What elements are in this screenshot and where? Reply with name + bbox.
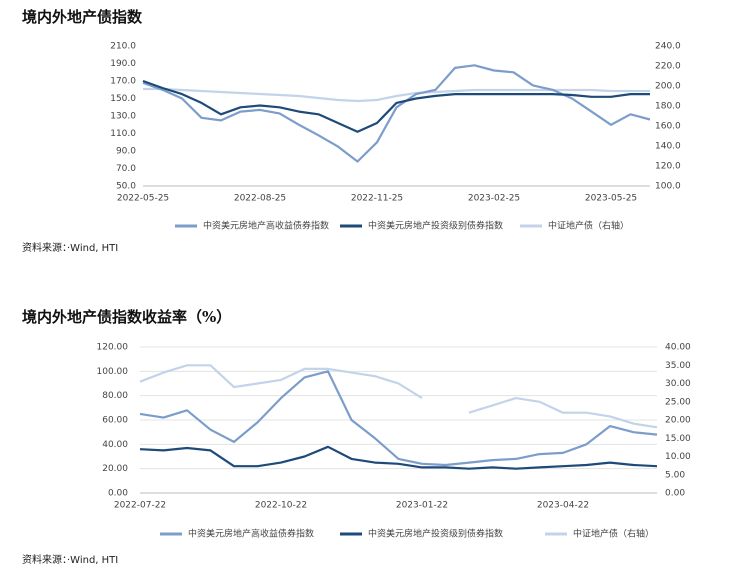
x-tick-label: 2023-01-22 <box>396 501 448 511</box>
y-tick-label: 0.00 <box>108 489 128 499</box>
legend-label: 中资美元房地产高收益债券指数 <box>203 220 329 232</box>
y2-tick-label: 5.00 <box>665 470 685 480</box>
section-title: 境内外地产债指数 <box>22 8 143 26</box>
x-tick-label: 2022-07-22 <box>114 501 166 511</box>
y2-tick-label: 140.0 <box>655 142 681 152</box>
x-tick-label: 2023-02-25 <box>468 194 520 204</box>
y2-tick-label: 40.00 <box>665 343 691 353</box>
y2-tick-label: 15.00 <box>665 434 691 444</box>
x-tick-label: 2022-11-25 <box>351 194 403 204</box>
series-line <box>143 87 650 103</box>
y-tick-label: 190.0 <box>110 59 136 69</box>
legend-label: 中证地产债（右轴） <box>548 220 629 232</box>
source-note: 资料来源：·Wind, HTI <box>22 553 118 566</box>
y-tick-label: 120.00 <box>97 343 129 353</box>
x-tick-label: 2022-08-25 <box>234 194 286 204</box>
y-tick-label: 60.00 <box>102 416 128 426</box>
y-tick-label: 100.00 <box>97 367 129 377</box>
y-tick-label: 210.0 <box>110 42 136 52</box>
y2-tick-label: 100.0 <box>655 182 681 192</box>
legend-label: 中资美元房地产投资级别债券指数 <box>368 528 503 540</box>
series-line <box>468 397 658 429</box>
source-note: 资料来源：·Wind, HTI <box>22 241 118 254</box>
y2-tick-label: 10.00 <box>665 452 691 462</box>
y-tick-label: 70.0 <box>116 164 136 174</box>
y-tick-label: 110.0 <box>110 129 136 139</box>
y2-tick-label: 240.0 <box>655 42 681 52</box>
y-tick-label: 150.0 <box>110 94 136 104</box>
x-tick-label: 2022-10-22 <box>255 501 307 511</box>
y-tick-label: 50.0 <box>116 182 136 192</box>
x-tick-label: 2023-04-22 <box>537 501 589 511</box>
y2-tick-label: 25.00 <box>665 397 691 407</box>
series-line <box>139 370 658 467</box>
y2-tick-label: 120.0 <box>655 162 681 172</box>
legend-label: 中资美元房地产投资级别债券指数 <box>368 220 503 232</box>
x-tick-label: 2023-05-25 <box>585 194 637 204</box>
series-line <box>139 445 658 470</box>
y2-tick-label: 35.00 <box>665 361 691 371</box>
series-line <box>142 79 650 133</box>
y2-tick-label: 180.0 <box>655 102 681 112</box>
y2-tick-label: 30.00 <box>665 379 691 389</box>
y-tick-label: 20.00 <box>102 464 128 474</box>
y2-tick-label: 0.00 <box>665 489 685 499</box>
y2-tick-label: 200.0 <box>655 82 681 92</box>
series-line <box>139 364 423 400</box>
y2-tick-label: 160.0 <box>655 122 681 132</box>
x-tick-label: 2022-05-25 <box>117 194 169 204</box>
y-tick-label: 90.0 <box>116 147 136 157</box>
y-tick-label: 40.00 <box>102 440 128 450</box>
y-tick-label: 130.0 <box>110 112 136 122</box>
section-title: 境内外地产债指数收益率（%） <box>22 308 231 326</box>
y-tick-label: 170.0 <box>110 77 136 87</box>
legend-label: 中证地产债（右轴） <box>573 528 654 540</box>
y2-tick-label: 20.00 <box>665 416 691 426</box>
y-tick-label: 80.00 <box>102 391 128 401</box>
y2-tick-label: 220.0 <box>655 62 681 72</box>
legend-label: 中资美元房地产高收益债券指数 <box>188 528 314 540</box>
